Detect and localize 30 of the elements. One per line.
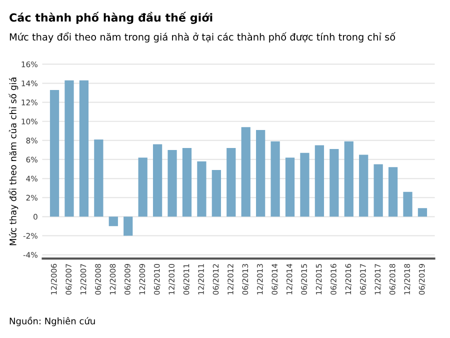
bar — [64, 80, 74, 217]
bar — [330, 149, 339, 217]
bar — [418, 208, 428, 217]
bar — [197, 161, 206, 217]
bar — [152, 144, 162, 217]
bar — [300, 152, 310, 217]
bar — [124, 216, 133, 236]
bar — [168, 150, 177, 217]
bar — [241, 127, 250, 217]
bar — [359, 154, 368, 217]
bar — [388, 167, 398, 217]
bar — [403, 192, 412, 217]
chart-subtitle: Mức thay đổi theo năm trong giá nhà ở tại các thành phố được tính trong chỉ số — [10, 32, 396, 42]
bar — [344, 141, 354, 217]
bar — [79, 80, 89, 217]
bar — [226, 148, 236, 217]
y-axis-title: Mức thay đổi theo năm của chỉ số giá — [8, 78, 18, 246]
bar — [138, 158, 148, 217]
bar — [94, 139, 104, 217]
bar — [50, 90, 60, 217]
bar — [182, 148, 192, 217]
chart-title: Các thành phố hàng đầu thế giới — [10, 12, 212, 24]
bar — [285, 158, 295, 217]
bar — [256, 130, 266, 217]
bar — [314, 145, 324, 217]
text: Nguồn: Nghiên cứu — [10, 316, 95, 326]
bar — [374, 164, 383, 217]
bar — [212, 170, 221, 217]
bar — [108, 216, 118, 226]
bar — [270, 141, 280, 217]
